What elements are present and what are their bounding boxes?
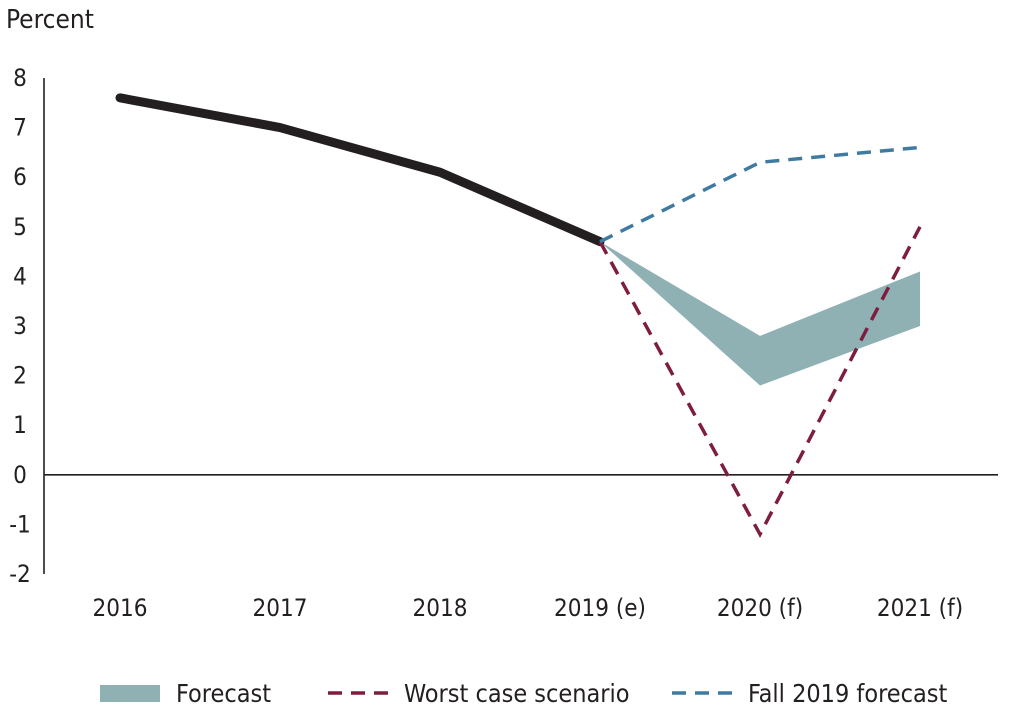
y-tick-labels: 8 7 6 5 4 3 2 1 0 -1 -2 (9, 64, 31, 588)
y-axis-label: Percent (6, 5, 94, 35)
fall-2019-forecast-legend-label: Fall 2019 forecast (748, 679, 948, 708)
y-tick-label: 7 (13, 114, 27, 142)
worst-case-scenario-line (598, 225, 922, 539)
y-tick-label: 2 (13, 362, 27, 390)
x-tick-label: 2019 (e) (554, 594, 646, 622)
y-tick-label: 1 (13, 411, 27, 439)
forecast-band (600, 241, 920, 386)
y-tick-label: 6 (13, 163, 27, 191)
forecast-legend-label: Forecast (176, 679, 271, 708)
x-tick-labels: 2016 2017 2018 2019 (e) 2020 (f) 2021 (f) (93, 594, 964, 622)
y-tick-label: -2 (9, 560, 31, 588)
series-layer (115, 93, 922, 539)
worst-case-scenario-legend-label: Worst case scenario (404, 679, 630, 708)
x-tick-label: 2016 (93, 594, 148, 622)
y-tick-label: 4 (13, 262, 27, 290)
y-tick-label: -1 (9, 510, 31, 538)
forecast-legend-swatch (100, 685, 160, 702)
y-tick-label: 0 (13, 461, 27, 489)
y-tick-label: 5 (13, 213, 27, 241)
historical-line (115, 93, 605, 247)
legend: Forecast Worst case scenario Fall 2019 for… (100, 679, 948, 708)
x-tick-label: 2021 (f) (877, 594, 963, 622)
y-tick-label: 3 (13, 312, 27, 340)
x-tick-label: 2017 (253, 594, 308, 622)
x-tick-label: 2020 (f) (717, 594, 803, 622)
x-tick-label: 2018 (413, 594, 468, 622)
y-tick-label: 8 (13, 64, 27, 92)
fall-2019-forecast-line (599, 145, 921, 244)
